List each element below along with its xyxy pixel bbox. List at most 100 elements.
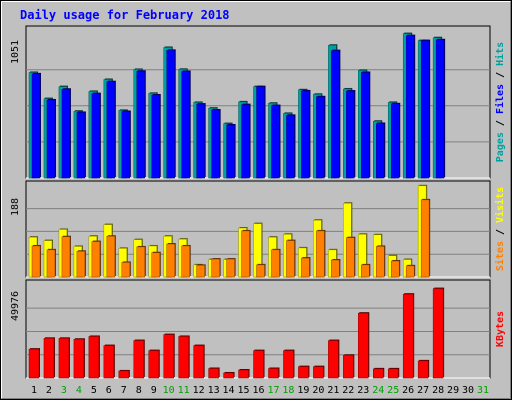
bar-kbytes	[253, 350, 264, 379]
x-tick-label: 17	[267, 385, 279, 396]
bar-kbytes	[298, 366, 309, 379]
y-max-label: 1051	[10, 40, 21, 64]
bar-sites	[166, 243, 175, 278]
bar-kbytes	[43, 338, 55, 379]
bar-kbytes	[223, 372, 234, 379]
bar-sites	[420, 199, 430, 278]
bar-kbytes	[148, 350, 159, 379]
legend-part: Sites	[494, 241, 506, 271]
y-axis-legend: KBytes	[495, 311, 506, 347]
bar-kbytes	[103, 345, 115, 379]
legend-part: Hits	[494, 42, 506, 66]
bar-kbytes	[118, 370, 130, 379]
bar-kbytes	[283, 350, 294, 379]
x-tick-label: 8	[136, 385, 142, 396]
bar-files	[405, 35, 415, 179]
chart-panels: 1051 Pages / Files / Hits 188 Sites / Visit…	[10, 25, 506, 379]
bar-sites	[331, 259, 340, 278]
bar-files	[121, 111, 131, 179]
bar-files	[361, 72, 370, 179]
bar-kbytes	[88, 336, 100, 379]
x-tick-label: 27	[417, 385, 429, 396]
bar-kbytes	[313, 366, 324, 379]
bar-sites	[256, 264, 265, 278]
y-max-label: 49976	[10, 291, 21, 321]
bar-sites	[241, 230, 250, 278]
legend-part: Pages	[495, 132, 506, 162]
x-tick-label: 4	[76, 385, 82, 396]
bar-files	[196, 103, 205, 179]
legend-part: /	[495, 223, 506, 241]
bar-kbytes	[432, 288, 444, 379]
x-tick-label: 25	[387, 385, 399, 396]
bar-files	[286, 115, 295, 179]
bar-sites	[316, 230, 325, 278]
x-tick-label: 14	[223, 385, 235, 396]
bar-kbytes	[358, 312, 369, 379]
bar-kbytes	[238, 369, 249, 379]
bar-files	[376, 123, 385, 179]
legend-part: /	[495, 114, 506, 132]
y-max-label: 188	[10, 198, 21, 216]
bar-sites	[121, 262, 131, 278]
bar-sites	[286, 240, 295, 278]
x-tick-label: 13	[208, 385, 220, 396]
bar-files	[106, 81, 116, 179]
bar-sites	[46, 249, 56, 278]
bar-sites	[61, 236, 71, 278]
x-tick-label: 12	[193, 385, 205, 396]
bar-kbytes	[193, 345, 204, 379]
bar-files	[166, 50, 175, 179]
x-tick-label: 22	[342, 385, 354, 396]
bar-files	[301, 90, 310, 179]
x-tick-label: 2	[46, 385, 52, 396]
x-tick-label: 24	[372, 385, 384, 396]
bar-kbytes	[208, 368, 219, 379]
bar-files	[241, 104, 250, 179]
x-tick-label: 6	[106, 385, 112, 396]
bar-kbytes	[28, 348, 40, 379]
bar-sites	[181, 245, 190, 278]
bar-sites	[301, 257, 310, 278]
bar-kbytes	[133, 340, 145, 379]
x-tick-label: 9	[151, 385, 157, 396]
y-axis-legend: Pages / Files / Hits	[494, 42, 506, 162]
x-tick-label: 3	[61, 385, 67, 396]
bar-kbytes	[163, 334, 174, 379]
bar-kbytes	[268, 368, 279, 379]
chart-title: Daily usage for February 2018	[20, 8, 230, 22]
bar-files	[435, 39, 445, 179]
x-axis-labels: 1 2 3 4 5 6 7 8 9 10 11 12 13 14 15 16 17 18 19 20 21 22 23 24 2…	[31, 385, 489, 396]
bar-files	[61, 88, 71, 179]
bar-sites	[196, 265, 205, 278]
bar-files	[76, 112, 86, 179]
bar-kbytes	[417, 360, 429, 379]
x-tick-label: 29	[447, 385, 459, 396]
x-tick-label: 11	[178, 385, 190, 396]
x-tick-label: 18	[282, 385, 294, 396]
bar-files	[181, 71, 190, 179]
x-tick-label: 19	[297, 385, 309, 396]
bar-files	[136, 70, 146, 179]
bar-sites	[226, 258, 235, 278]
bar-sites	[361, 264, 370, 278]
bar-kbytes	[343, 355, 354, 379]
bar-sites	[151, 252, 160, 278]
bar-sites	[346, 237, 355, 278]
bar-sites	[91, 241, 101, 278]
legend-part: KBytes	[495, 311, 506, 347]
y-axis-legend: Sites / Visits	[494, 187, 506, 271]
bar-files	[346, 90, 355, 179]
x-tick-label: 20	[312, 385, 324, 396]
bar-files	[31, 73, 41, 179]
panel-kbytes: 49976 KBytes	[10, 279, 506, 379]
bar-kbytes	[373, 368, 384, 379]
bar-kbytes	[402, 293, 414, 379]
bar-sites	[136, 246, 146, 278]
bar-files	[226, 124, 235, 179]
bar-sites	[211, 258, 220, 278]
bar-files	[211, 109, 220, 179]
x-tick-label: 23	[357, 385, 369, 396]
bar-files	[331, 50, 340, 179]
